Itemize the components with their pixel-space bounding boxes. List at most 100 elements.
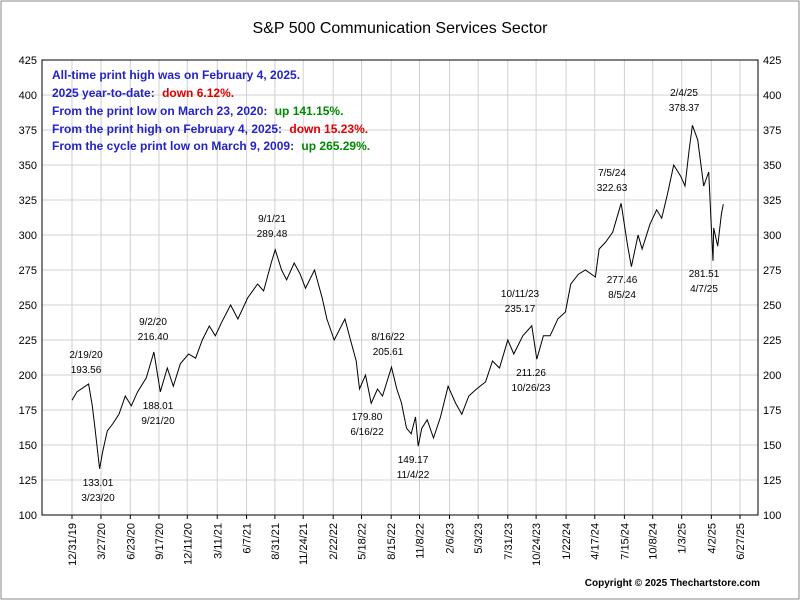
- x-tick-label: 8/31/21: [270, 523, 282, 560]
- x-tick-label: 5/3/23: [473, 523, 485, 554]
- annotation: 7/5/24: [598, 168, 626, 179]
- annotation: 133.01: [83, 478, 114, 489]
- x-tick-label: 7/31/23: [503, 523, 515, 560]
- note: 2025 year-to-date: down 6.12%.: [52, 86, 234, 100]
- y-tick-label: 350: [763, 160, 781, 172]
- x-tick-label: 6/27/25: [735, 523, 747, 560]
- plot-border: [41, 59, 759, 516]
- x-tick-label: 10/24/23: [531, 523, 543, 566]
- x-tick-label: 12/11/20: [182, 523, 194, 565]
- annotation: 3/23/20: [81, 493, 115, 504]
- y-tick-label: 225: [763, 335, 781, 347]
- note-change: down 6.12%.: [162, 86, 234, 100]
- y-tick-label: 250: [19, 300, 37, 312]
- y-tick-label: 325: [19, 195, 37, 207]
- x-tick-label: 2/22/22: [328, 523, 340, 560]
- note-change: up 265.29%.: [301, 139, 370, 153]
- annotation: 193.56: [71, 365, 102, 376]
- y-tick-label: 275: [763, 265, 781, 277]
- copyright: Copyright © 2025 Thechartstore.com: [585, 578, 760, 589]
- note-change: down 15.23%.: [289, 122, 368, 136]
- note-text: From the print low on March 23, 2020:: [52, 104, 267, 118]
- y-tick-label: 125: [19, 475, 37, 487]
- plot-background: [42, 60, 758, 515]
- x-tick-label: 11/8/22: [414, 523, 426, 559]
- x-tick-label: 4/2/25: [706, 523, 718, 554]
- annotation: 179.80: [352, 412, 383, 423]
- y-tick-label: 400: [763, 90, 781, 102]
- x-tick-label: 4/17/24: [590, 523, 602, 560]
- y-tick-label: 125: [763, 475, 781, 487]
- notes: All-time print high was on February 4, 2…: [52, 68, 370, 153]
- x-tick-label: 7/15/24: [619, 523, 631, 560]
- y-tick-label: 375: [19, 125, 37, 137]
- annotation: 6/16/22: [350, 427, 384, 438]
- x-tick-label: 1/22/24: [561, 523, 573, 560]
- y-tick-label: 175: [763, 405, 781, 417]
- note: From the print high on February 4, 2025:…: [52, 122, 368, 136]
- x-tick-label: 6/23/20: [125, 523, 137, 560]
- y-tick-label: 300: [19, 230, 37, 242]
- y-tick-label: 275: [19, 265, 37, 277]
- annotation: 9/2/20: [139, 317, 167, 328]
- y-tick-label: 250: [763, 300, 781, 312]
- price-line: [71, 125, 724, 469]
- annotation: 322.63: [597, 183, 628, 194]
- x-tick-label: 1/3/25: [677, 523, 689, 554]
- y-tick-label: 150: [19, 440, 37, 452]
- x-tick-label: 8/15/22: [386, 523, 398, 560]
- annotation: 149.17: [398, 455, 429, 466]
- annotation: 10/26/23: [512, 383, 551, 394]
- annotation: 289.48: [257, 229, 288, 240]
- note: All-time print high was on February 4, 2…: [52, 68, 300, 82]
- y-tick-label: 225: [19, 335, 37, 347]
- note-text: 2025 year-to-date:: [52, 86, 155, 100]
- annotation: 9/21/20: [141, 416, 175, 427]
- x-tick-label: 5/18/22: [357, 523, 369, 560]
- annotation: 211.26: [516, 368, 546, 379]
- x-tick-label: 2/6/23: [444, 523, 456, 554]
- x-tick-label: 10/8/24: [648, 523, 660, 560]
- plot-area: 100 100 125 125 150 150 175 175 200 200 225 225 250 2…: [19, 55, 782, 566]
- annotation: 188.01: [143, 401, 174, 412]
- annotation: 8/16/22: [371, 332, 405, 343]
- y-tick-label: 325: [763, 195, 781, 207]
- x-tick-label: 3/27/20: [96, 523, 108, 560]
- annotation: 235.17: [505, 304, 536, 315]
- note-text: All-time print high was on February 4, 2…: [52, 68, 300, 82]
- note-text: From the cycle print low on March 9, 200…: [52, 139, 294, 153]
- y-tick-label: 375: [763, 125, 781, 137]
- y-tick-label: 350: [19, 160, 37, 172]
- annotation: 277.46: [607, 275, 638, 286]
- y-tick-label: 200: [763, 370, 781, 382]
- y-tick-label: 100: [19, 510, 37, 522]
- chart-title: S&P 500 Communication Services Sector: [253, 20, 549, 37]
- y-tick-label: 100: [763, 510, 781, 522]
- annotation: 2/4/25: [670, 88, 698, 99]
- y-tick-label: 200: [19, 370, 37, 382]
- note-text: From the print high on February 4, 2025:: [52, 122, 282, 136]
- annotation: 9/1/21: [258, 214, 286, 225]
- annotation: 10/11/23: [501, 289, 540, 300]
- x-tick-label: 9/17/20: [154, 523, 166, 560]
- note-change: up 141.15%.: [275, 104, 344, 118]
- annotation: 281.51: [689, 269, 720, 280]
- y-tick-label: 175: [19, 405, 37, 417]
- note: From the cycle print low on March 9, 200…: [52, 139, 370, 153]
- x-tick-label: 12/31/19: [67, 523, 79, 566]
- y-tick-label: 425: [763, 55, 781, 67]
- annotation: 8/5/24: [608, 290, 636, 301]
- annotation: 205.61: [373, 347, 404, 358]
- y-tick-label: 425: [19, 55, 37, 67]
- x-tick-label: 11/24/21: [298, 523, 310, 565]
- x-tick-label: 3/11/21: [212, 523, 224, 559]
- x-tick-label: 6/7/21: [242, 523, 254, 554]
- annotation: 11/4/22: [397, 470, 430, 481]
- y-tick-label: 150: [763, 440, 781, 452]
- annotation: 4/7/25: [690, 284, 718, 295]
- y-tick-label: 400: [19, 90, 37, 102]
- note: From the print low on March 23, 2020: up…: [52, 104, 343, 118]
- y-tick-label: 300: [763, 230, 781, 242]
- annotation: 216.40: [138, 332, 169, 343]
